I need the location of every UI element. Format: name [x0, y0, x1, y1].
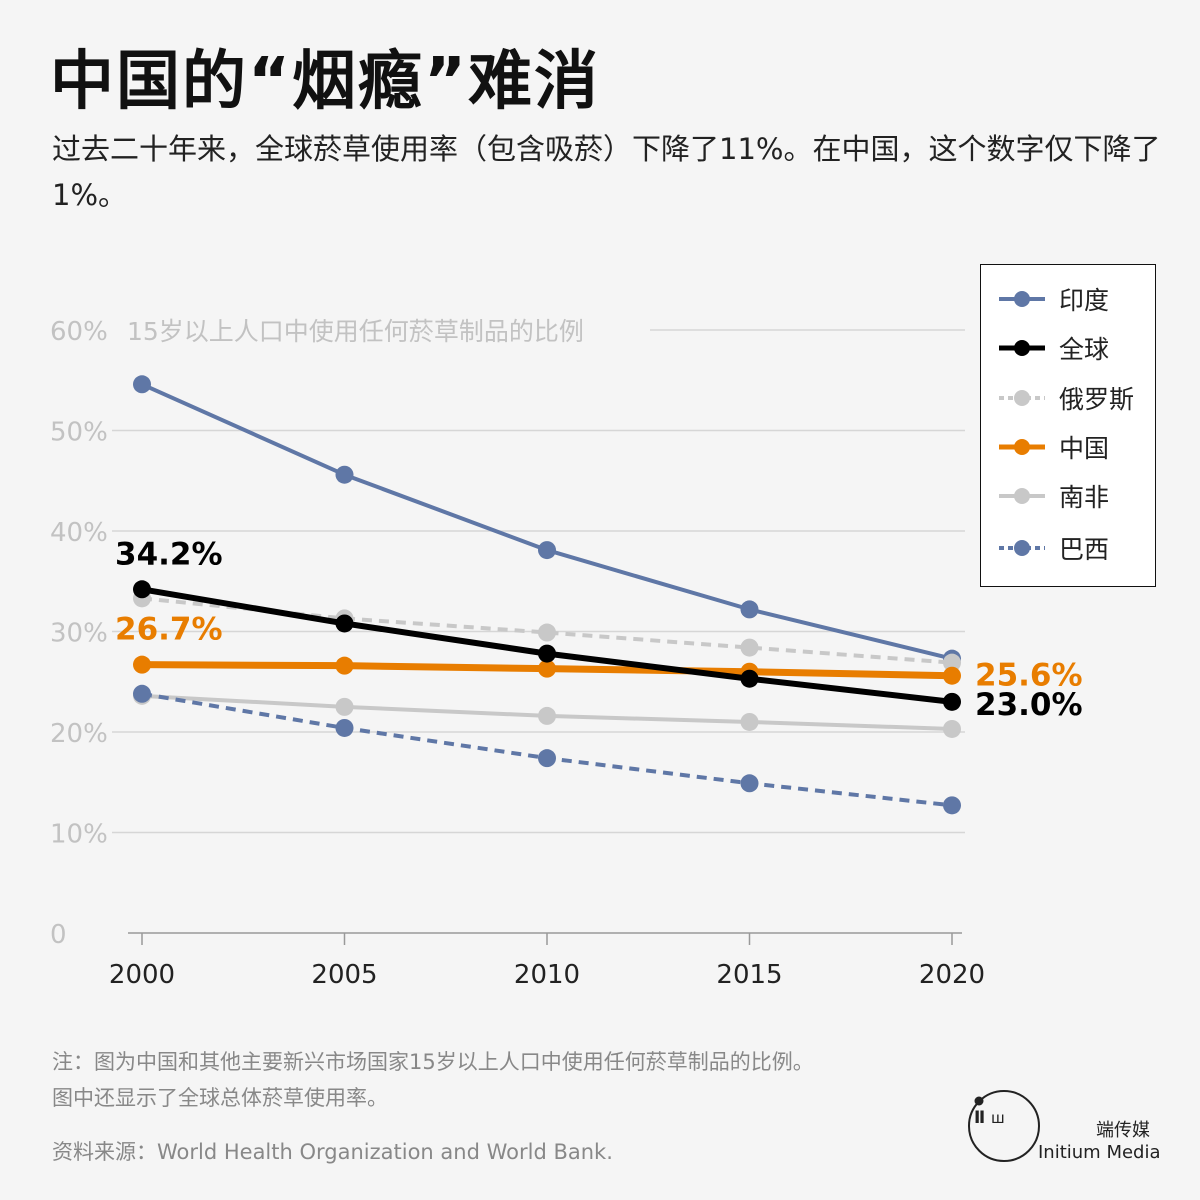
y-tick-label: 0	[50, 920, 67, 950]
legend-label: 南非	[1059, 483, 1110, 512]
logo-text-en: Initium Media	[1038, 1142, 1161, 1163]
x-tick-label: 2015	[716, 960, 782, 990]
legend-item: 印度	[981, 279, 1109, 319]
data-point	[335, 656, 354, 675]
legend-item: 中国	[981, 427, 1109, 467]
data-point	[133, 684, 151, 703]
data-label: 23.0%	[975, 687, 1083, 723]
data-point	[740, 669, 759, 688]
data-point	[538, 644, 556, 663]
data-point	[133, 375, 151, 394]
data-point	[740, 712, 759, 731]
legend-label: 印度	[1059, 286, 1110, 315]
data-point	[133, 655, 151, 674]
y-tick-label: 20%	[50, 719, 108, 749]
legend-item: 全球	[981, 328, 1109, 368]
data-point	[943, 719, 961, 738]
legend-swatch-icon	[999, 291, 1045, 307]
data-point	[538, 749, 556, 768]
legend-label: 中国	[1059, 434, 1110, 463]
x-tick-label: 2005	[311, 960, 377, 990]
svg-text:ш: ш	[991, 1109, 1005, 1127]
data-point	[943, 796, 961, 815]
x-tick-label: 2010	[514, 960, 580, 990]
data-point	[740, 638, 759, 657]
note-line: 注：图为中国和其他主要新兴市场国家15岁以上人口中使用任何菸草制品的比例。	[52, 1050, 814, 1074]
legend-swatch-icon	[999, 340, 1045, 356]
legend-swatch-icon	[999, 540, 1045, 556]
data-point	[335, 718, 354, 737]
note-line: 图中还显示了全球总体菸草使用率。	[52, 1086, 388, 1110]
y-tick-label: 30%	[50, 619, 108, 649]
data-point	[943, 666, 961, 685]
x-tick-label: 2020	[919, 960, 985, 990]
x-tick-label: 2000	[109, 960, 175, 990]
data-point	[538, 623, 556, 642]
source-text: 资料来源：World Health Organization and World…	[52, 1140, 613, 1164]
chart-title: 15岁以上人口中使用任何菸草制品的比例	[127, 317, 584, 346]
y-tick-label: 10%	[50, 820, 108, 850]
legend-swatch-icon	[999, 488, 1045, 504]
y-tick-label: 50%	[50, 418, 108, 448]
chart-note: 注：图为中国和其他主要新兴市场国家15岁以上人口中使用任何菸草制品的比例。 图中…	[52, 1044, 814, 1116]
data-point	[943, 653, 961, 672]
data-point	[335, 465, 354, 484]
data-point	[538, 541, 556, 560]
logo-text-cn: 端传媒	[1096, 1120, 1150, 1141]
y-tick-label: 40%	[50, 518, 108, 548]
data-point	[740, 774, 759, 793]
legend-item: 南非	[981, 476, 1109, 516]
data-point	[335, 614, 354, 633]
data-label: 26.7%	[115, 612, 223, 648]
data-point	[335, 697, 354, 716]
data-point	[538, 706, 556, 725]
data-label: 25.6%	[975, 658, 1083, 694]
legend-label: 俄罗斯	[1059, 385, 1135, 414]
data-label: 34.2%	[115, 536, 223, 572]
initium-logo-icon: Ⅱ ш	[968, 1090, 1040, 1162]
page-subtitle: 过去二十年来，全球菸草使用率（包含吸菸）下降了11%。在中国，这个数字仅下降了1…	[52, 132, 1161, 212]
data-point	[740, 600, 759, 619]
page-title: 中国的“烟瘾”难消	[50, 45, 601, 119]
chart-legend: 印度全球俄罗斯中国南非巴西	[980, 264, 1156, 587]
legend-label: 全球	[1059, 335, 1110, 364]
legend-label: 巴西	[1059, 535, 1110, 564]
data-point	[538, 659, 556, 678]
y-tick-label: 60%	[50, 317, 108, 347]
legend-swatch-icon	[999, 390, 1045, 406]
data-point	[133, 580, 151, 599]
legend-item: 俄罗斯	[981, 378, 1134, 418]
legend-swatch-icon	[999, 439, 1045, 455]
series-line-印度	[141, 382, 953, 661]
data-point	[943, 692, 961, 711]
legend-item: 巴西	[981, 528, 1109, 568]
svg-text:Ⅱ: Ⅱ	[974, 1108, 985, 1128]
